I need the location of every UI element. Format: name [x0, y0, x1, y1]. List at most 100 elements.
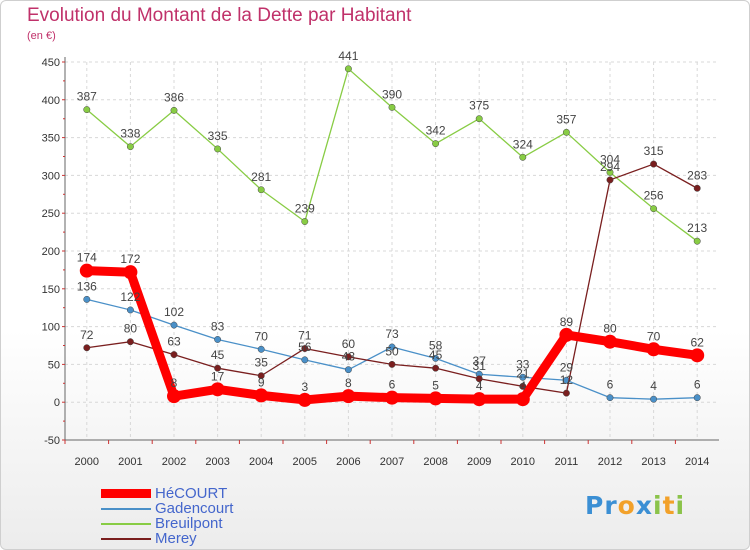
- data-label: 45: [211, 348, 225, 362]
- data-point: [126, 306, 134, 314]
- data-label: 43: [342, 350, 356, 364]
- data-point: [257, 372, 265, 380]
- legend: HéCOURT Gadencourt Breuilpont Merey: [101, 486, 233, 546]
- legend-label: Merey: [155, 530, 197, 547]
- data-label: 89: [560, 315, 574, 329]
- data-label: 387: [77, 90, 97, 104]
- data-label: 342: [426, 124, 446, 138]
- data-label: 80: [603, 322, 617, 336]
- data-label: 390: [382, 87, 402, 101]
- data-point: [519, 153, 527, 161]
- data-point: [472, 392, 487, 407]
- chart-unit-label: (en €): [27, 30, 56, 42]
- data-label: 56: [298, 340, 312, 354]
- data-label: 256: [644, 189, 664, 203]
- data-point: [388, 360, 396, 368]
- data-point: [297, 392, 312, 407]
- data-point: [693, 237, 701, 245]
- x-tick-label: 2014: [685, 456, 709, 468]
- data-point: [606, 176, 614, 184]
- data-point: [606, 394, 614, 402]
- data-label: 5: [432, 378, 439, 392]
- data-point: [301, 345, 309, 352]
- x-tick-label: 2004: [249, 456, 273, 468]
- data-label: 283: [687, 168, 707, 182]
- data-label: 72: [80, 328, 94, 342]
- data-label: 3: [301, 380, 308, 394]
- legend-swatch: [101, 507, 151, 510]
- data-label: 50: [385, 344, 399, 358]
- data-point: [690, 348, 705, 363]
- data-label: 8: [345, 376, 352, 390]
- data-point: [344, 65, 352, 73]
- data-label: 62: [691, 335, 705, 349]
- legend-item: Merey: [101, 531, 233, 546]
- legend-swatch: [101, 537, 151, 540]
- data-point: [170, 321, 178, 329]
- data-label: 172: [120, 252, 140, 266]
- data-label: 375: [469, 99, 489, 113]
- data-label: 71: [298, 329, 312, 343]
- data-point: [123, 265, 138, 280]
- data-point: [432, 354, 440, 362]
- data-label: 441: [338, 49, 358, 63]
- data-point: [388, 343, 396, 351]
- data-point: [693, 394, 701, 402]
- data-label: 80: [124, 322, 138, 336]
- data-label: 213: [687, 221, 707, 235]
- data-label: 136: [77, 279, 97, 293]
- data-label: 58: [429, 338, 443, 352]
- data-point: [214, 145, 222, 153]
- chart-title: Evolution du Montant de la Dette par Hab…: [27, 5, 412, 26]
- data-label: 6: [607, 378, 614, 392]
- y-tick-label: 250: [42, 208, 60, 220]
- data-label: 83: [211, 319, 225, 333]
- data-label: 8: [171, 376, 178, 390]
- y-tick-label: 50: [48, 359, 60, 371]
- logo-letter: r: [604, 491, 618, 520]
- data-label: 6: [694, 378, 701, 392]
- data-point: [210, 382, 225, 397]
- data-point: [341, 389, 356, 404]
- data-label: 35: [255, 356, 269, 370]
- data-point: [650, 160, 658, 168]
- legend-label: Gadencourt: [155, 500, 234, 517]
- y-tick-label: 0: [54, 397, 60, 409]
- data-label: 45: [429, 348, 443, 362]
- x-tick-label: 2007: [380, 456, 404, 468]
- data-label: 63: [167, 335, 181, 349]
- x-tick-label: 2006: [336, 456, 360, 468]
- data-point: [257, 345, 265, 353]
- data-label: 122: [120, 290, 140, 304]
- x-tick-label: 2002: [162, 456, 186, 468]
- data-point: [432, 364, 440, 372]
- legend-swatch: [101, 522, 151, 525]
- x-tick-label: 2003: [205, 456, 229, 468]
- data-label: 102: [164, 305, 184, 319]
- data-label: 70: [647, 329, 661, 343]
- data-label: 315: [644, 144, 664, 158]
- data-point: [646, 342, 661, 357]
- data-label: 29: [560, 360, 574, 374]
- data-point: [693, 184, 701, 192]
- data-point: [126, 338, 134, 346]
- data-point: [79, 263, 94, 278]
- data-point: [254, 388, 269, 403]
- data-point: [257, 186, 265, 194]
- data-label: 17: [211, 369, 225, 383]
- data-point: [475, 375, 483, 383]
- y-tick-label: 200: [42, 246, 60, 258]
- x-tick-label: 2001: [118, 456, 142, 468]
- data-label: 31: [473, 359, 487, 373]
- proxiti-logo: Proxiti: [585, 491, 685, 520]
- data-point: [432, 140, 440, 148]
- legend-item: Gadencourt: [101, 501, 233, 516]
- data-point: [126, 143, 134, 151]
- data-point: [344, 366, 352, 374]
- data-point: [301, 218, 309, 225]
- x-tick-label: 2009: [467, 456, 491, 468]
- data-label: 304: [600, 152, 620, 166]
- y-tick-label: 100: [42, 322, 60, 334]
- data-label: 9: [258, 375, 265, 389]
